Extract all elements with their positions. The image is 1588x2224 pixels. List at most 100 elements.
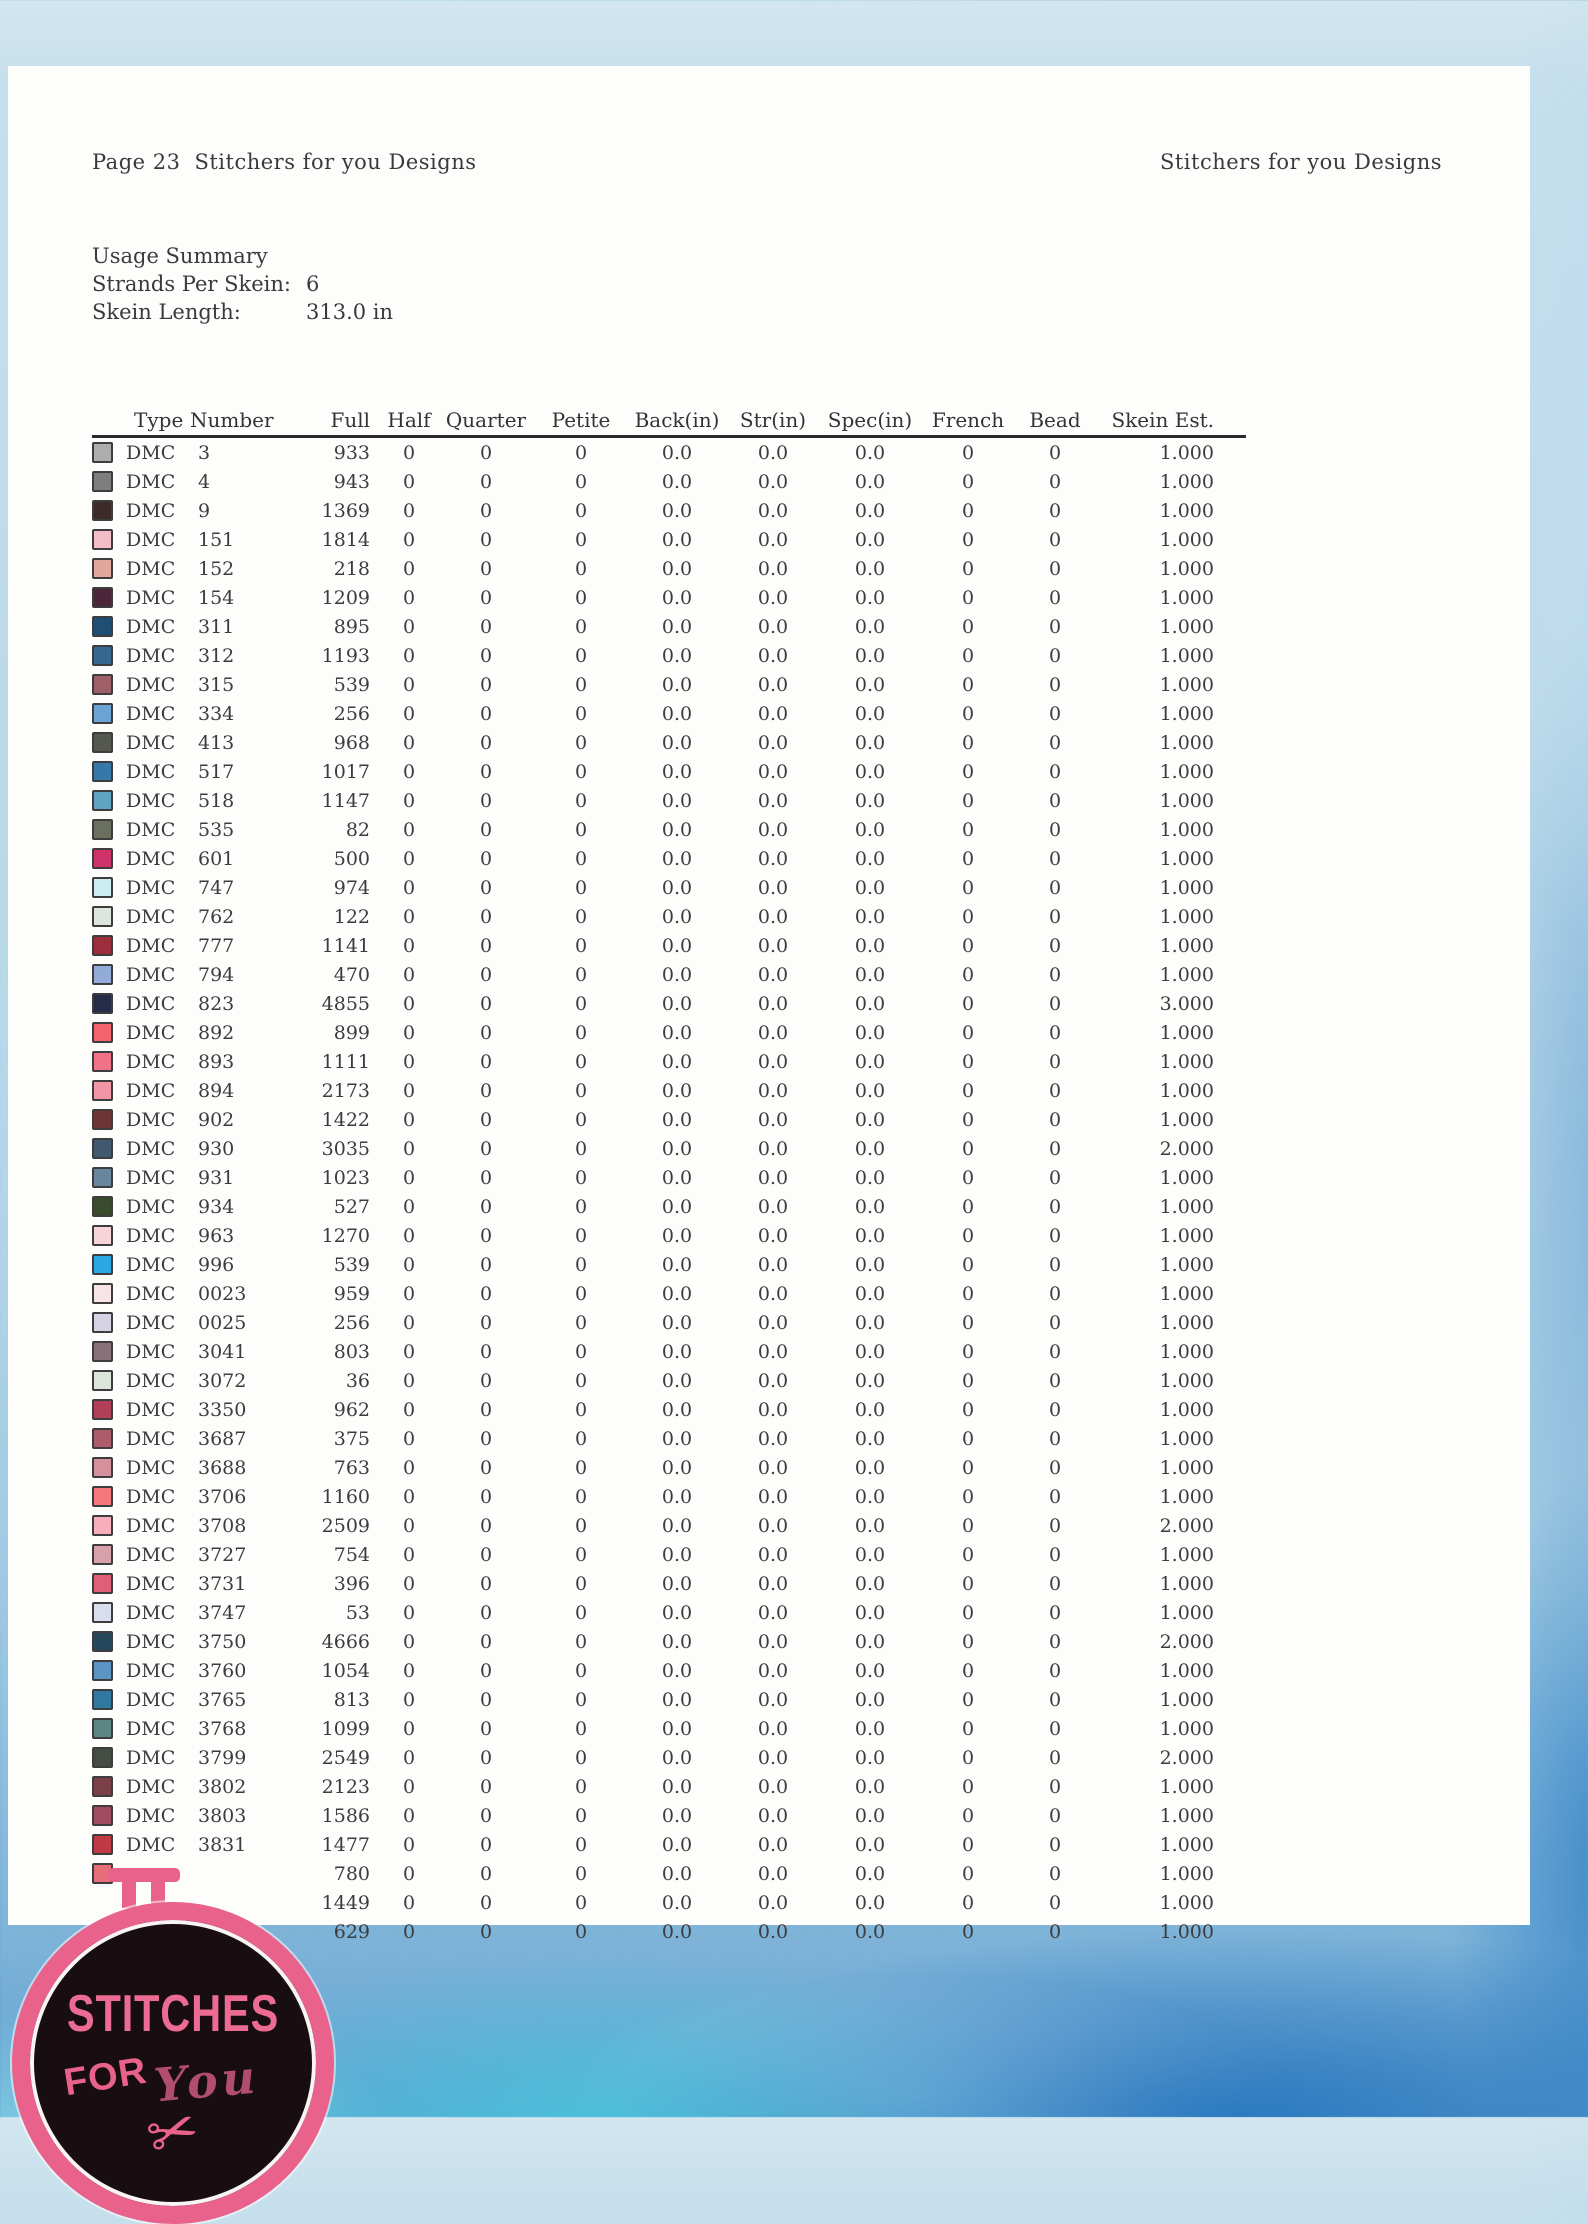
table-cell: 0 bbox=[479, 1050, 493, 1073]
swatch-cell bbox=[92, 1337, 126, 1366]
table-cell: 1814 bbox=[321, 528, 370, 551]
table-cell: DMC bbox=[126, 1659, 176, 1682]
table-cell: 0.0 bbox=[757, 1398, 789, 1421]
table-cell: 0.0 bbox=[854, 992, 886, 1015]
table-cell: DMC bbox=[126, 702, 176, 725]
table-cell: 0 bbox=[961, 1166, 975, 1189]
table-cell: 0.0 bbox=[757, 1079, 789, 1102]
table-cell: 0.0 bbox=[757, 1340, 789, 1363]
usage-summary-title: Usage Summary bbox=[92, 244, 268, 268]
table-cell: 2.000 bbox=[1159, 1630, 1214, 1653]
table-cell: 0.0 bbox=[757, 1833, 789, 1856]
table-cell: DMC bbox=[126, 1688, 176, 1711]
table-cell: 0 bbox=[402, 1108, 416, 1131]
table-cell: 0 bbox=[402, 1659, 416, 1682]
table-cell: 3765 bbox=[198, 1688, 247, 1711]
table-cell: 0 bbox=[1048, 586, 1062, 609]
table-cell: 0 bbox=[479, 1485, 493, 1508]
table-cell: 0.0 bbox=[854, 1195, 886, 1218]
swatch-cell bbox=[92, 815, 126, 844]
swatch-cell bbox=[92, 1018, 126, 1047]
table-cell: 895 bbox=[333, 615, 370, 638]
table-cell: 500 bbox=[333, 847, 370, 870]
color-swatch bbox=[92, 790, 113, 811]
table-cell: 0025 bbox=[198, 1311, 247, 1334]
table-cell: DMC bbox=[126, 1398, 176, 1421]
table-cell: 0 bbox=[574, 1369, 588, 1392]
table-cell: 4855 bbox=[321, 992, 370, 1015]
table-cell: 0 bbox=[479, 1688, 493, 1711]
table-cell: 763 bbox=[333, 1456, 370, 1479]
column-header: Full bbox=[302, 406, 380, 438]
table-cell: 311 bbox=[198, 615, 235, 638]
table-cell: 0.0 bbox=[661, 1166, 693, 1189]
table-cell: 1209 bbox=[321, 586, 370, 609]
table-cell: 315 bbox=[198, 673, 235, 696]
table-cell: 0 bbox=[1048, 1630, 1062, 1653]
usage-summary: Usage Summary Strands Per Skein: 6 Skein … bbox=[92, 242, 393, 326]
table-cell: 0 bbox=[574, 876, 588, 899]
table-cell: DMC bbox=[126, 673, 176, 696]
table-cell: 601 bbox=[198, 847, 235, 870]
table-cell: 0 bbox=[402, 1543, 416, 1566]
color-swatch bbox=[92, 906, 113, 927]
swatch-cell bbox=[92, 699, 126, 728]
table-cell: 0 bbox=[574, 1137, 588, 1160]
table-row: DMC 517 1017 0 0 0 0.0 0.0 0.0 0 0 1.000 bbox=[92, 757, 1246, 786]
table-cell: 0 bbox=[1048, 1311, 1062, 1334]
table-row: DMC 996 539 0 0 0 0.0 0.0 0.0 0 0 1.000 bbox=[92, 1250, 1246, 1279]
table-cell: 629 bbox=[333, 1920, 370, 1943]
table-cell: 3799 bbox=[198, 1746, 247, 1769]
table-cell: 0.0 bbox=[757, 1804, 789, 1827]
table-cell: 0 bbox=[574, 1601, 588, 1624]
table-cell: 82 bbox=[345, 818, 370, 841]
table-cell: DMC bbox=[126, 1833, 176, 1856]
table-cell: 0.0 bbox=[757, 1543, 789, 1566]
table-cell: 0 bbox=[574, 1021, 588, 1044]
table-cell: 962 bbox=[333, 1398, 370, 1421]
summary-row-strands: Strands Per Skein: 6 bbox=[92, 270, 393, 298]
color-swatch bbox=[92, 1689, 113, 1710]
column-header: Half bbox=[380, 406, 438, 438]
table-row: DMC 315 539 0 0 0 0.0 0.0 0.0 0 0 1.000 bbox=[92, 670, 1246, 699]
table-cell: 0 bbox=[574, 963, 588, 986]
table-cell: 413 bbox=[198, 731, 235, 754]
table-cell: 0 bbox=[402, 1253, 416, 1276]
color-swatch bbox=[92, 1573, 113, 1594]
table-cell: 0.0 bbox=[854, 1920, 886, 1943]
table-cell: 0 bbox=[1048, 876, 1062, 899]
swatch-cell bbox=[92, 1424, 126, 1453]
table-cell: DMC bbox=[126, 1630, 176, 1653]
table-cell: 0 bbox=[479, 1282, 493, 1305]
color-swatch bbox=[92, 1834, 113, 1855]
table-cell: 0 bbox=[574, 1746, 588, 1769]
table-row: DMC 762 122 0 0 0 0.0 0.0 0.0 0 0 1.000 bbox=[92, 902, 1246, 931]
table-cell: DMC bbox=[126, 1282, 176, 1305]
table-cell: 0 bbox=[479, 1021, 493, 1044]
table-cell: 0 bbox=[961, 1717, 975, 1740]
table-cell: 36 bbox=[345, 1369, 370, 1392]
table-cell: 0 bbox=[402, 760, 416, 783]
table-cell: 0 bbox=[479, 702, 493, 725]
table-cell: 0.0 bbox=[661, 499, 693, 522]
table-cell: 0 bbox=[961, 1746, 975, 1769]
color-swatch bbox=[92, 500, 113, 521]
table-cell: 0 bbox=[479, 586, 493, 609]
table-cell: 0.0 bbox=[661, 992, 693, 1015]
table-cell: 0 bbox=[1048, 702, 1062, 725]
table-cell: 0 bbox=[402, 934, 416, 957]
table-cell: 0 bbox=[479, 1543, 493, 1566]
table-cell: 0 bbox=[402, 1630, 416, 1653]
table-cell: 0 bbox=[574, 441, 588, 464]
color-swatch bbox=[92, 935, 113, 956]
table-cell: 0.0 bbox=[661, 1282, 693, 1305]
table-cell: 0 bbox=[402, 1079, 416, 1102]
table-cell: 0.0 bbox=[854, 1804, 886, 1827]
color-swatch bbox=[92, 1341, 113, 1362]
table-cell: 0 bbox=[961, 499, 975, 522]
table-cell: 0 bbox=[961, 1369, 975, 1392]
table-cell: 3687 bbox=[198, 1427, 247, 1450]
table-cell: 0 bbox=[1048, 1659, 1062, 1682]
table-cell: 0 bbox=[402, 1688, 416, 1711]
color-swatch bbox=[92, 1167, 113, 1188]
